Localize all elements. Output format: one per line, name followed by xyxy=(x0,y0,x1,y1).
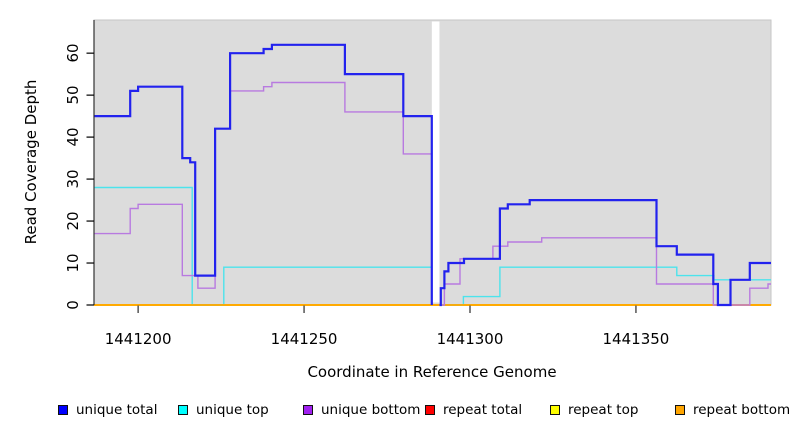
legend-item-repeat-total: repeat total xyxy=(425,402,523,418)
legend-label: unique top xyxy=(196,402,269,418)
x-tick-label: 1441200 xyxy=(104,330,172,348)
legend-label: repeat bottom xyxy=(693,402,791,418)
y-tick-label: 40 xyxy=(64,127,82,147)
legend-swatch xyxy=(303,405,313,415)
x-tick-label: 1441350 xyxy=(602,330,670,348)
y-tick-label: 0 xyxy=(64,300,82,310)
x-axis-title: Coordinate in Reference Genome xyxy=(307,363,557,381)
legend-label: unique bottom xyxy=(321,402,421,418)
series-line-unique-total xyxy=(439,199,771,307)
legend-label: unique total xyxy=(76,402,158,418)
y-tick-label: 10 xyxy=(64,253,82,273)
y-tick-label: 60 xyxy=(64,43,82,63)
series-line-unique-total xyxy=(94,43,433,305)
legend-item-unique-top: unique top xyxy=(178,402,269,418)
series-line-unique-bottom xyxy=(439,237,771,306)
legend-label: repeat top xyxy=(568,402,639,418)
y-tick-label: 50 xyxy=(64,85,82,105)
legend-item-unique-bottom: unique bottom xyxy=(303,402,421,418)
x-tick-label: 1441300 xyxy=(436,330,504,348)
legend-swatch xyxy=(550,405,560,415)
legend-swatch xyxy=(675,405,685,415)
y-tick-label: 20 xyxy=(64,211,82,231)
legend-item-repeat-bottom: repeat bottom xyxy=(675,402,791,418)
y-axis-title: Read Coverage Depth xyxy=(22,79,40,245)
x-tick-label: 1441250 xyxy=(270,330,338,348)
legend-label: repeat total xyxy=(443,402,523,418)
legend-swatch xyxy=(178,405,188,415)
legend-swatch xyxy=(58,405,68,415)
no-data-gap-band xyxy=(431,21,440,303)
legend-swatch xyxy=(425,405,435,415)
legend-item-unique-total: unique total xyxy=(58,402,158,418)
y-tick-label: 30 xyxy=(64,169,82,189)
legend-item-repeat-top: repeat top xyxy=(550,402,639,418)
